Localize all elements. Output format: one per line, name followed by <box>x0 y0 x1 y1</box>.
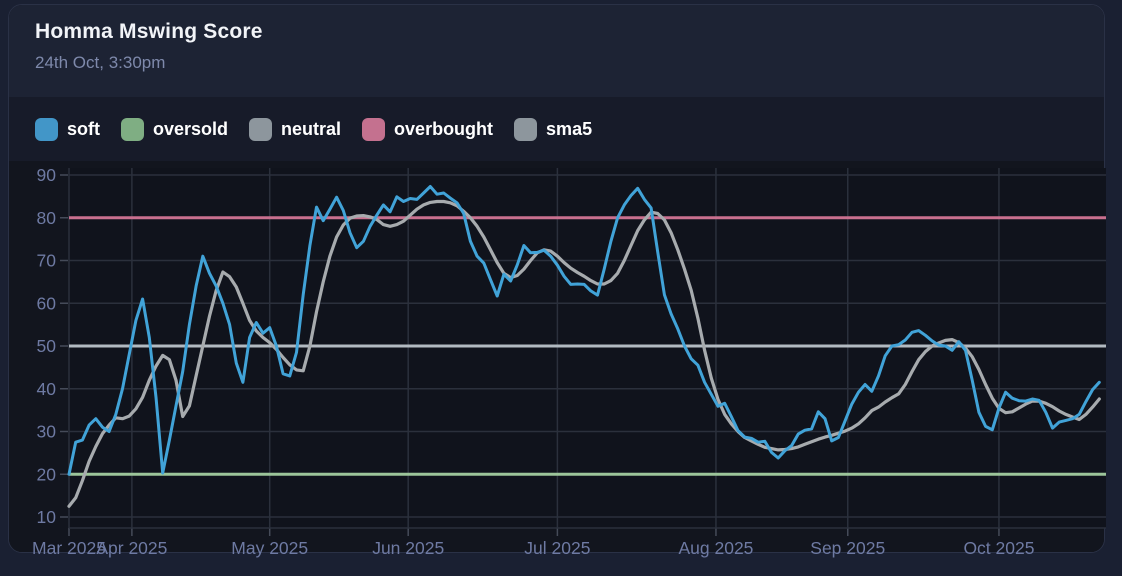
card-header: Homma Mswing Score 24th Oct, 3:30pm <box>9 5 1104 97</box>
legend-item-neutral[interactable]: neutral <box>249 117 342 141</box>
y-axis-label: 30 <box>37 422 57 442</box>
x-axis-label: Oct 2025 <box>963 538 1034 558</box>
y-axis-label: 50 <box>37 336 57 356</box>
y-axis-label: 40 <box>37 379 57 399</box>
legend-swatch-sma5 <box>514 117 538 141</box>
y-axis-label: 90 <box>37 165 57 185</box>
chart-title: Homma Mswing Score <box>35 20 263 43</box>
legend-item-soft[interactable]: soft <box>35 117 100 141</box>
series-line-sma5 <box>67 199 1101 508</box>
legend-item-sma5[interactable]: sma5 <box>514 117 593 141</box>
y-axis-label: 60 <box>37 293 57 313</box>
y-axis-label: 70 <box>37 251 57 271</box>
y-axis-label: 80 <box>37 208 57 228</box>
legend-swatch-oversold <box>121 117 144 141</box>
legend-swatch-neutral <box>249 117 273 141</box>
legend-label: oversold <box>153 118 229 139</box>
legend-swatch-soft <box>35 117 58 141</box>
y-axis-label: 10 <box>37 507 57 527</box>
x-axis-label: Mar 2025 <box>32 538 106 558</box>
legend-label: neutral <box>281 118 342 139</box>
x-axis-label: Aug 2025 <box>678 538 753 558</box>
y-axis-label: 20 <box>37 464 57 484</box>
legend-item-overbought[interactable]: overbought <box>362 117 494 141</box>
chart-timestamp: 24th Oct, 3:30pm <box>35 53 166 72</box>
legend-swatch-overbought <box>362 117 386 141</box>
series-line-soft <box>67 185 1101 476</box>
x-axis-label: Sep 2025 <box>810 538 885 558</box>
x-axis-label: May 2025 <box>231 538 308 558</box>
x-axis-label: Jul 2025 <box>524 538 590 558</box>
legend-label: soft <box>67 118 100 139</box>
legend-item-oversold[interactable]: oversold <box>121 117 229 141</box>
x-axis-label: Apr 2025 <box>96 538 167 558</box>
x-axis-label: Jun 2025 <box>372 538 444 558</box>
chart-legend: soft oversold neutral overbought sma5 <box>9 97 1104 161</box>
legend-label: sma5 <box>546 118 593 139</box>
plot-background <box>69 168 1106 528</box>
legend-label: overbought <box>394 118 494 139</box>
